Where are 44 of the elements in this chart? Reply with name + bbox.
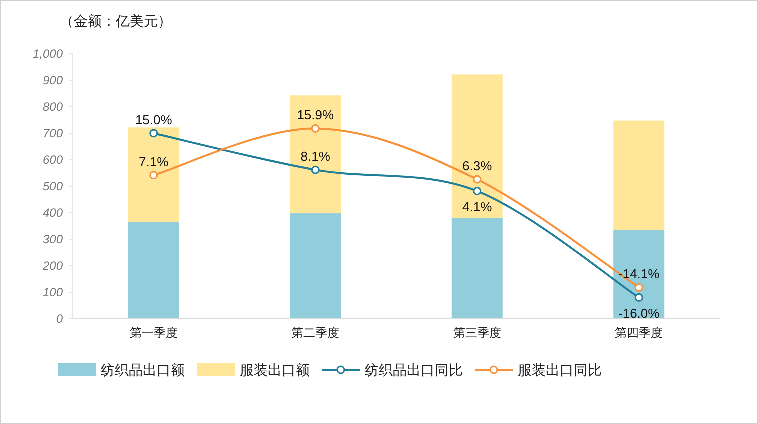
bar: [614, 230, 665, 319]
y-tick-label: 300: [42, 232, 64, 246]
data-label: -16.0%: [618, 306, 660, 321]
x-tick-label: 第三季度: [453, 326, 502, 340]
point: [150, 129, 158, 138]
y-tick-label: 600: [42, 153, 64, 167]
data-label: -14.1%: [618, 266, 660, 282]
bar: [128, 222, 180, 319]
y-tick-label: 500: [42, 180, 64, 194]
y-tick-label: 0: [56, 312, 64, 326]
y-tick-label: 1,000: [32, 47, 64, 61]
bar: [128, 128, 180, 222]
bar: [290, 214, 342, 319]
legend-label: 纺织品出口同比: [365, 362, 463, 378]
data-label: 8.1%: [300, 149, 331, 164]
y-tick-label: 200: [42, 259, 64, 273]
point: [473, 175, 482, 184]
x-tick-label: 第一季度: [130, 326, 178, 340]
data-label: 15.9%: [297, 108, 334, 123]
data-label: 15.0%: [135, 112, 173, 128]
bar: [614, 120, 665, 230]
y-tick-label: 400: [42, 206, 64, 220]
legend-label: 服装出口额: [240, 362, 310, 378]
point: [311, 124, 320, 133]
bar: [452, 74, 503, 218]
data-label: 7.1%: [139, 154, 170, 170]
point: [150, 171, 158, 180]
point: [634, 294, 644, 302]
y-tick-label: 900: [42, 74, 64, 88]
data-label: 4.1%: [462, 199, 493, 214]
y-tick-label: 100: [42, 286, 64, 300]
y-tick-label: 800: [42, 100, 64, 114]
data-label: 6.3%: [462, 158, 493, 174]
x-tick-label: 第二季度: [292, 326, 340, 340]
x-tick-label: 第四季度: [615, 326, 664, 340]
point: [634, 283, 644, 292]
ylabel: （金额：亿美元）: [60, 13, 172, 29]
y-tick-label: 700: [42, 126, 64, 140]
bar: [452, 218, 503, 319]
bar: [290, 96, 342, 214]
legend-label: 服装出口同比: [518, 362, 602, 378]
point: [311, 166, 320, 174]
point: [473, 187, 482, 196]
legend-label: 纺织品出口额: [101, 362, 185, 378]
